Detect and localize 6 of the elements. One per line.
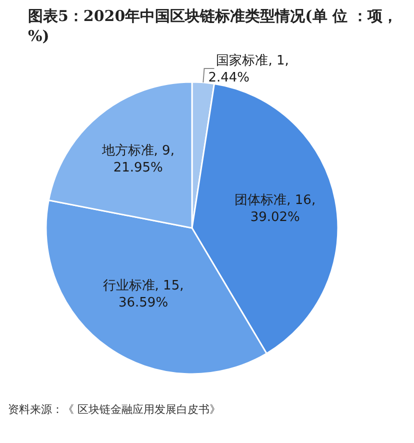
slice-label: 地方标准, 9, 21.95% bbox=[100, 142, 174, 176]
text: 资料来源：《 区块链金融应用发展白皮书》 bbox=[8, 402, 220, 417]
chart-title: 图表5：2020年中国区块链标准类型情况(单 位 ：项，%) bbox=[28, 6, 398, 46]
slice-label: 团体标准, 16, 39.02% bbox=[234, 192, 316, 225]
slice-label: 行业标准, 15, 36.59% bbox=[102, 278, 184, 310]
slice-label: 国家标准, 1, 2.44% bbox=[208, 52, 289, 86]
